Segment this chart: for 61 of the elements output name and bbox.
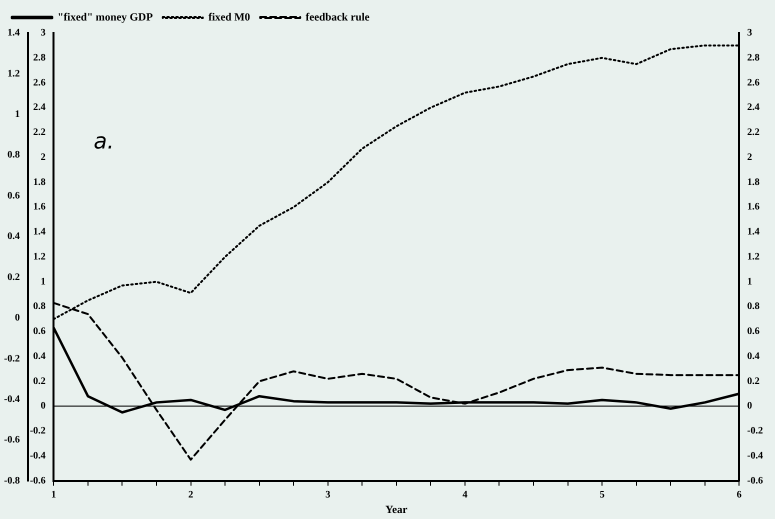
y-tick-label: 1.6	[33, 202, 46, 213]
y-tick-label: 0.6	[33, 326, 46, 338]
y-tick-label: 1.2	[33, 251, 46, 262]
y2-tick-label: 1.6	[747, 202, 760, 213]
y-tick-label: 2.6	[33, 77, 46, 88]
y2-tick-label: 0.8	[747, 301, 760, 312]
y2-tick-label: 3	[747, 28, 752, 39]
y3-tick-label: 0.2	[7, 272, 20, 283]
x-tick-label: 2	[188, 489, 194, 500]
y-tick-label: -0.6	[30, 475, 46, 486]
y-tick-label: 1.4	[33, 226, 46, 238]
x-tick-label: 1	[51, 489, 56, 500]
y3-tick-label: 1.2	[7, 68, 20, 80]
y2-tick-label: 1.4	[747, 226, 760, 238]
x-tick-label: 4	[462, 489, 468, 500]
y2-tick-label: 0.6	[747, 326, 760, 338]
y3-tick-label: 1	[14, 108, 20, 120]
y-tick-label: -0.2	[30, 426, 46, 437]
y-tick-label: 2	[40, 152, 46, 163]
y3-tick-label: 0.6	[7, 190, 20, 202]
y3-tick-label: 1.4	[7, 28, 20, 39]
y2-tick-label: 2.6	[747, 77, 760, 88]
y2-tick-label: 1	[747, 276, 752, 288]
y2-tick-label: 0.2	[747, 376, 760, 387]
y2-tick-label: 1.8	[747, 176, 760, 188]
legend-label: "fixed" money GDP	[58, 11, 154, 24]
legend-label: fixed M0	[208, 11, 251, 24]
x-tick-label: 5	[600, 489, 605, 500]
y-tick-label: 2.4	[33, 102, 46, 114]
y2-tick-label: 2.8	[747, 52, 760, 64]
y2-tick-label: -0.2	[747, 426, 764, 437]
y-tick-label: 2.2	[33, 127, 46, 138]
y-tick-label: 3	[40, 28, 46, 39]
x-axis-title: Year	[385, 504, 408, 516]
y3-tick-label: -0.8	[4, 475, 20, 486]
y2-tick-label: 2	[747, 152, 752, 163]
y-tick-label: 0.8	[33, 301, 46, 312]
y-tick-label: 1	[40, 276, 46, 288]
y3-tick-label: -0.2	[4, 353, 20, 364]
y3-tick-label: 0.4	[7, 231, 20, 242]
x-tick-label: 6	[736, 489, 742, 500]
y-tick-label: 2.8	[33, 52, 46, 64]
y3-tick-label: 0.8	[7, 150, 20, 161]
y-tick-label: 0.2	[33, 376, 46, 387]
y-tick-label: 0	[40, 400, 46, 412]
y2-tick-label: -0.4	[747, 450, 764, 462]
y2-tick-label: 1.2	[747, 251, 760, 262]
y2-tick-label: 2.2	[747, 127, 760, 138]
y2-tick-label: 0	[747, 400, 752, 412]
annotation: a.	[94, 130, 114, 155]
y-tick-label: -0.4	[30, 450, 46, 462]
y3-tick-label: -0.6	[4, 434, 20, 446]
y2-tick-label: 2.4	[747, 102, 760, 114]
y-tick-label: 1.8	[33, 176, 46, 188]
y-tick-label: 0.4	[33, 350, 46, 362]
x-tick-label: 3	[325, 489, 330, 500]
y3-tick-label: 0	[14, 312, 20, 324]
y3-tick-label: -0.4	[4, 394, 20, 405]
legend-label: feedback rule	[306, 11, 370, 24]
y2-tick-label: -0.6	[747, 475, 764, 486]
y2-tick-label: 0.4	[747, 350, 760, 362]
